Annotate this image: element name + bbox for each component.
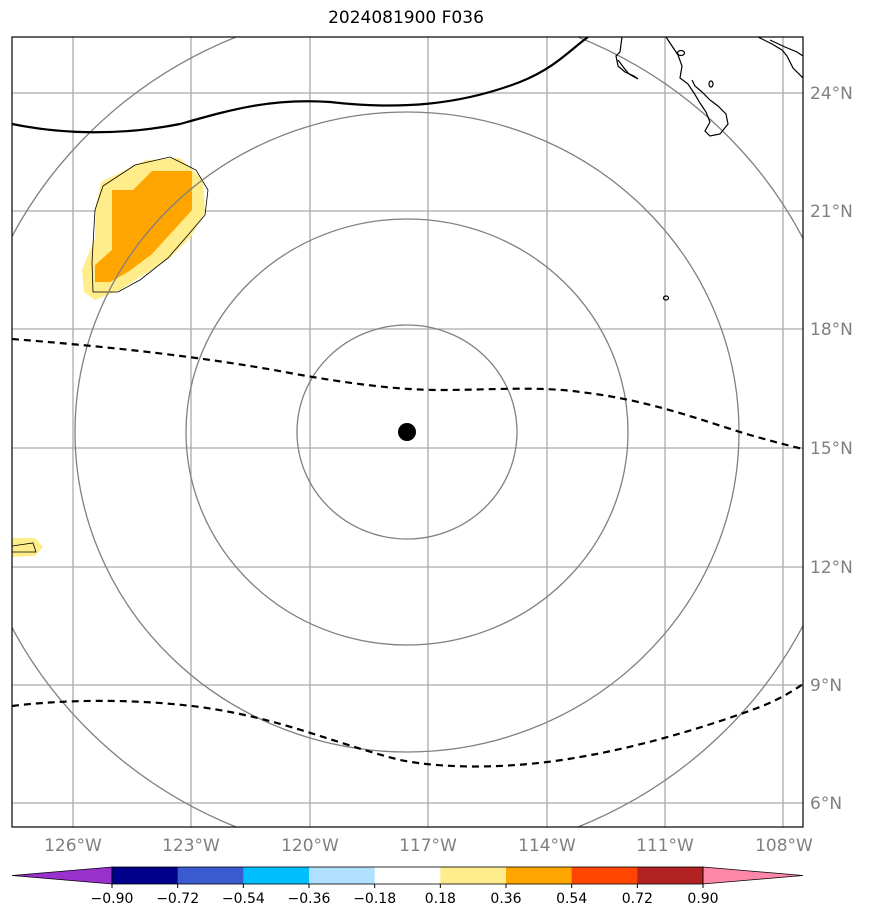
longitude-labels: 126°W 123°W 120°W 117°W 114°W 111°W 108°… (44, 836, 813, 856)
island-2 (708, 80, 714, 88)
contour-outline (91, 156, 209, 293)
colorbar-tick-label: −0.90 (91, 891, 134, 907)
lat-label: 12°N (810, 558, 853, 578)
lon-label: 111°W (636, 836, 694, 856)
colorbar-tick-label: 0.54 (556, 891, 587, 907)
solid-contour-line (12, 37, 589, 134)
colorbar-box (374, 867, 441, 884)
island-1 (676, 49, 686, 57)
lat-label: 18°N (810, 320, 853, 340)
colorbar-outline (111, 866, 704, 885)
colorbar-tick-label: 0.36 (490, 891, 521, 907)
colorbar-tick-label: −0.54 (222, 891, 265, 907)
coastline-baja (615, 37, 729, 137)
lat-label: 6°N (810, 794, 842, 814)
lon-label: 120°W (281, 836, 339, 856)
lon-label: 117°W (399, 836, 457, 856)
lon-label: 126°W (44, 836, 102, 856)
shaded-field-region-northwest (82, 156, 209, 300)
dashed-contour-line-south (12, 683, 803, 768)
colorbar-box (243, 867, 310, 884)
contour-west-outline (12, 542, 37, 553)
range-ring-2 (185, 218, 629, 646)
lat-label: 15°N (810, 439, 853, 459)
lat-label: 9°N (810, 676, 842, 696)
colorbar-box (112, 867, 179, 884)
coastline-mainland (757, 37, 803, 79)
colorbar-box (637, 867, 704, 884)
colorbar-box (571, 867, 638, 884)
dashed-contour-line-north (12, 337, 803, 451)
latitude-labels: 24°N 21°N 18°N 15°N 12°N 9°N 6°N (810, 84, 853, 814)
colorbar-box (309, 867, 376, 884)
colorbar-box (440, 867, 507, 884)
shaded-field-region-west (12, 538, 43, 557)
shade-orange (95, 171, 192, 282)
range-ring-4 (12, 37, 803, 827)
colorbar-tick-label: 0.18 (425, 891, 456, 907)
colorbar-extension-high (702, 866, 804, 885)
storm-center-marker (398, 423, 416, 441)
island-socorro (662, 295, 670, 301)
coastline-mainland-2 (769, 39, 803, 57)
lon-label: 108°W (755, 836, 813, 856)
colorbar-tick-label: −0.72 (156, 891, 199, 907)
coastline (615, 37, 803, 301)
colorbar-tick-label: −0.18 (353, 891, 396, 907)
range-ring-1 (296, 324, 518, 540)
map-frame (11, 36, 804, 828)
colorbar-extension-low (11, 866, 113, 885)
colorbar-tick-label: −0.36 (288, 891, 331, 907)
chart-title: 2024081900 F036 (328, 8, 484, 28)
colorbar (11, 866, 804, 885)
lat-label: 24°N (810, 84, 853, 104)
shade-west-yellow (12, 538, 43, 557)
colorbar-box (506, 867, 573, 884)
colorbar-labels: −0.90 −0.72 −0.54 −0.36 −0.18 0.18 0.36 0.54 0.7… (91, 884, 719, 907)
colorbar-box (177, 867, 244, 884)
lon-label: 123°W (162, 836, 220, 856)
colorbar-tick-label: 0.90 (687, 891, 718, 907)
range-rings (12, 37, 803, 827)
gridlines (12, 37, 803, 827)
colorbar-tick-label: 0.72 (622, 891, 653, 907)
lat-label: 21°N (810, 202, 853, 222)
lon-label: 114°W (518, 836, 576, 856)
